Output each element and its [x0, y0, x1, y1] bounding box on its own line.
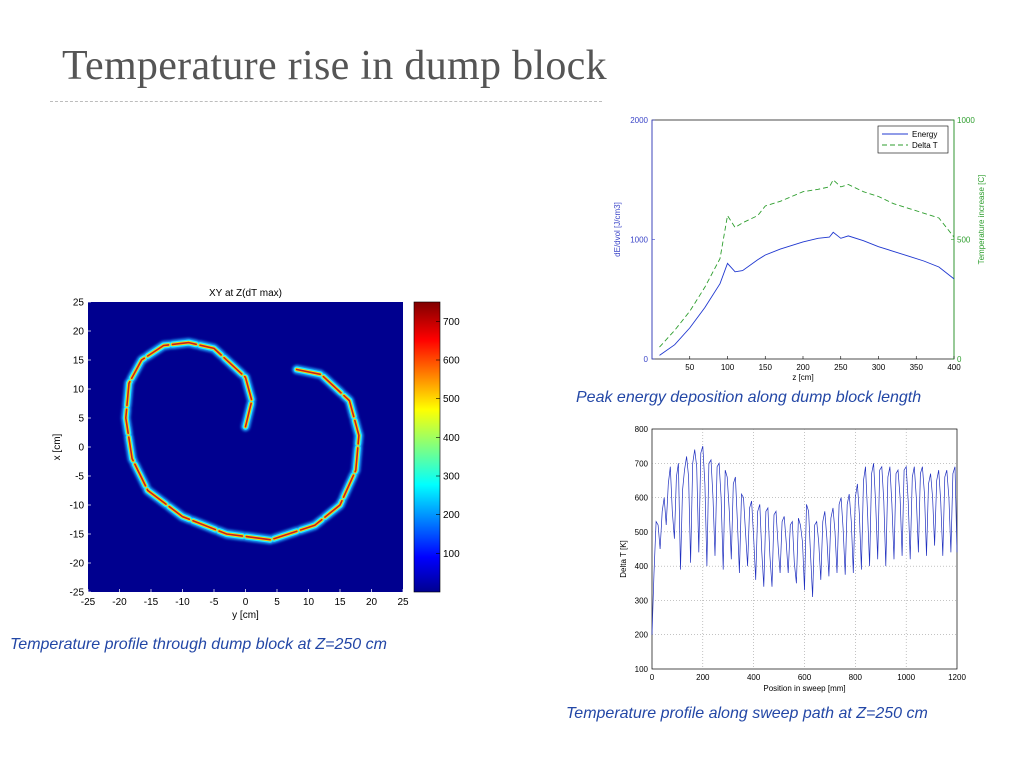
colorbar-tick-label: 600: [443, 356, 460, 367]
heatmap-ytick-label: -20: [70, 559, 85, 570]
sweep-xtick-label: 400: [747, 673, 761, 682]
sweep-xtick-label: 200: [696, 673, 710, 682]
heatmap-xtick-label: -5: [210, 597, 219, 608]
colorbar-tick-label: 500: [443, 394, 460, 405]
heatmap-xlabel: y [cm]: [232, 610, 259, 621]
heatmap-ytick-label: 25: [73, 298, 85, 309]
heatmap-ytick-label: 15: [73, 356, 85, 367]
title-divider: [50, 101, 602, 102]
colorbar-tick-label: 300: [443, 472, 460, 483]
energy-plot-area: [651, 119, 955, 360]
energy-xtick-label: 250: [834, 363, 848, 372]
sweep-ytick-label: 800: [635, 425, 649, 434]
energy-caption: Peak energy deposition along dump block …: [576, 389, 922, 406]
energy-ytick-label: 0: [644, 355, 649, 364]
heatmap-ytick-label: 20: [73, 327, 85, 338]
energy-xtick-label: 200: [796, 363, 810, 372]
energy-y2tick-label: 0: [957, 355, 962, 364]
sweep-chart: 0 200 400 600 800 1000 1200 100 200 300 400 500 600 7…: [619, 425, 966, 693]
sweep-ytick-label: 700: [635, 459, 649, 468]
heatmap-xtick-label: -15: [144, 597, 159, 608]
sweep-xlabel: Position in sweep [mm]: [763, 684, 845, 693]
energy-xtick-label: 400: [947, 363, 961, 372]
sweep-xtick-label: 600: [798, 673, 812, 682]
sweep-xtick-label: 1200: [948, 673, 966, 682]
energy-y2tick-label: 500: [957, 236, 971, 245]
heatmap-xtick-label: 15: [334, 597, 346, 608]
energy-legend-label: Delta T: [912, 141, 938, 150]
heatmap-ytick-label: 0: [78, 443, 84, 454]
heatmap-xtick-label: 0: [243, 597, 249, 608]
sweep-ytick-label: 100: [635, 665, 649, 674]
sweep-series-line: [651, 446, 958, 635]
heatmap-ytick-label: 5: [78, 414, 84, 425]
energy-chart: 50 100 150 200 250 300 350 40001000200005001000…: [613, 116, 986, 382]
sweep-xtick-label: 1000: [897, 673, 915, 682]
heatmap-xtick-label: -10: [175, 597, 190, 608]
heatmap-xtick-label: -25: [81, 597, 96, 608]
heatmap-ytick-label: -5: [75, 472, 84, 483]
slide-title: Temperature rise in dump block: [62, 43, 607, 89]
heatmap-xtick-label: 5: [274, 597, 280, 608]
heatmap-caption: Temperature profile through dump block a…: [10, 636, 387, 653]
sweep-ytick-label: 400: [635, 562, 649, 571]
heatmap-title: XY at Z(dT max): [209, 288, 282, 299]
heatmap-ytick-label: -25: [70, 588, 85, 599]
sweep-xtick-label: 0: [650, 673, 655, 682]
colorbar-tick-label: 100: [443, 549, 460, 560]
sweep-xtick-label: 800: [849, 673, 863, 682]
energy-xtick-label: 350: [910, 363, 924, 372]
energy-ytick-label: 2000: [630, 116, 648, 125]
energy-series-delta-t-line: [659, 179, 955, 348]
sweep-ytick-label: 200: [635, 631, 649, 640]
heatmap-ytick-label: -15: [70, 530, 85, 541]
energy-xtick-label: 50: [685, 363, 694, 372]
energy-xlabel: z [cm]: [792, 373, 813, 382]
spiral-core: [125, 341, 360, 541]
colorbar-tick-label: 200: [443, 510, 460, 521]
sweep-caption: Temperature profile along sweep path at …: [566, 705, 928, 722]
heatmap-plot-area: [88, 302, 403, 592]
heatmap-ytick-label: -10: [70, 501, 85, 512]
colorbar-tick-label: 700: [443, 317, 460, 328]
energy-xtick-label: 100: [721, 363, 735, 372]
energy-xtick-label: 300: [872, 363, 886, 372]
energy-y2tick-label: 1000: [957, 116, 975, 125]
sweep-ytick-label: 600: [635, 494, 649, 503]
energy-y2label: Temperature increase [C]: [977, 175, 986, 265]
colorbar-tick-label: 400: [443, 433, 460, 444]
heatmap-xtick-label: 10: [303, 597, 315, 608]
sweep-ytick-label: 300: [635, 596, 649, 605]
heatmap-xtick-label: 20: [366, 597, 378, 608]
energy-xtick-label: 150: [759, 363, 773, 372]
heatmap-xtick-label: -20: [112, 597, 127, 608]
heatmap-ylabel: x [cm]: [52, 433, 63, 460]
energy-ylabel: dE/dvol [J/cm3]: [613, 202, 622, 257]
energy-ytick-label: 1000: [630, 236, 648, 245]
sweep-ytick-label: 500: [635, 528, 649, 537]
heatmap-chart: XY at Z(dT max) -25 -20 -15 -10 -5 0 5 10 15 20 25 2…: [52, 288, 460, 621]
energy-series-energy-line: [659, 231, 955, 356]
heatmap-ytick-label: 10: [73, 385, 85, 396]
colorbar: [413, 301, 441, 593]
energy-legend: [877, 125, 949, 154]
heatmap-xtick-label: 25: [397, 597, 409, 608]
energy-legend-label: Energy: [912, 130, 937, 139]
sweep-ylabel: Delta T [K]: [619, 540, 628, 578]
